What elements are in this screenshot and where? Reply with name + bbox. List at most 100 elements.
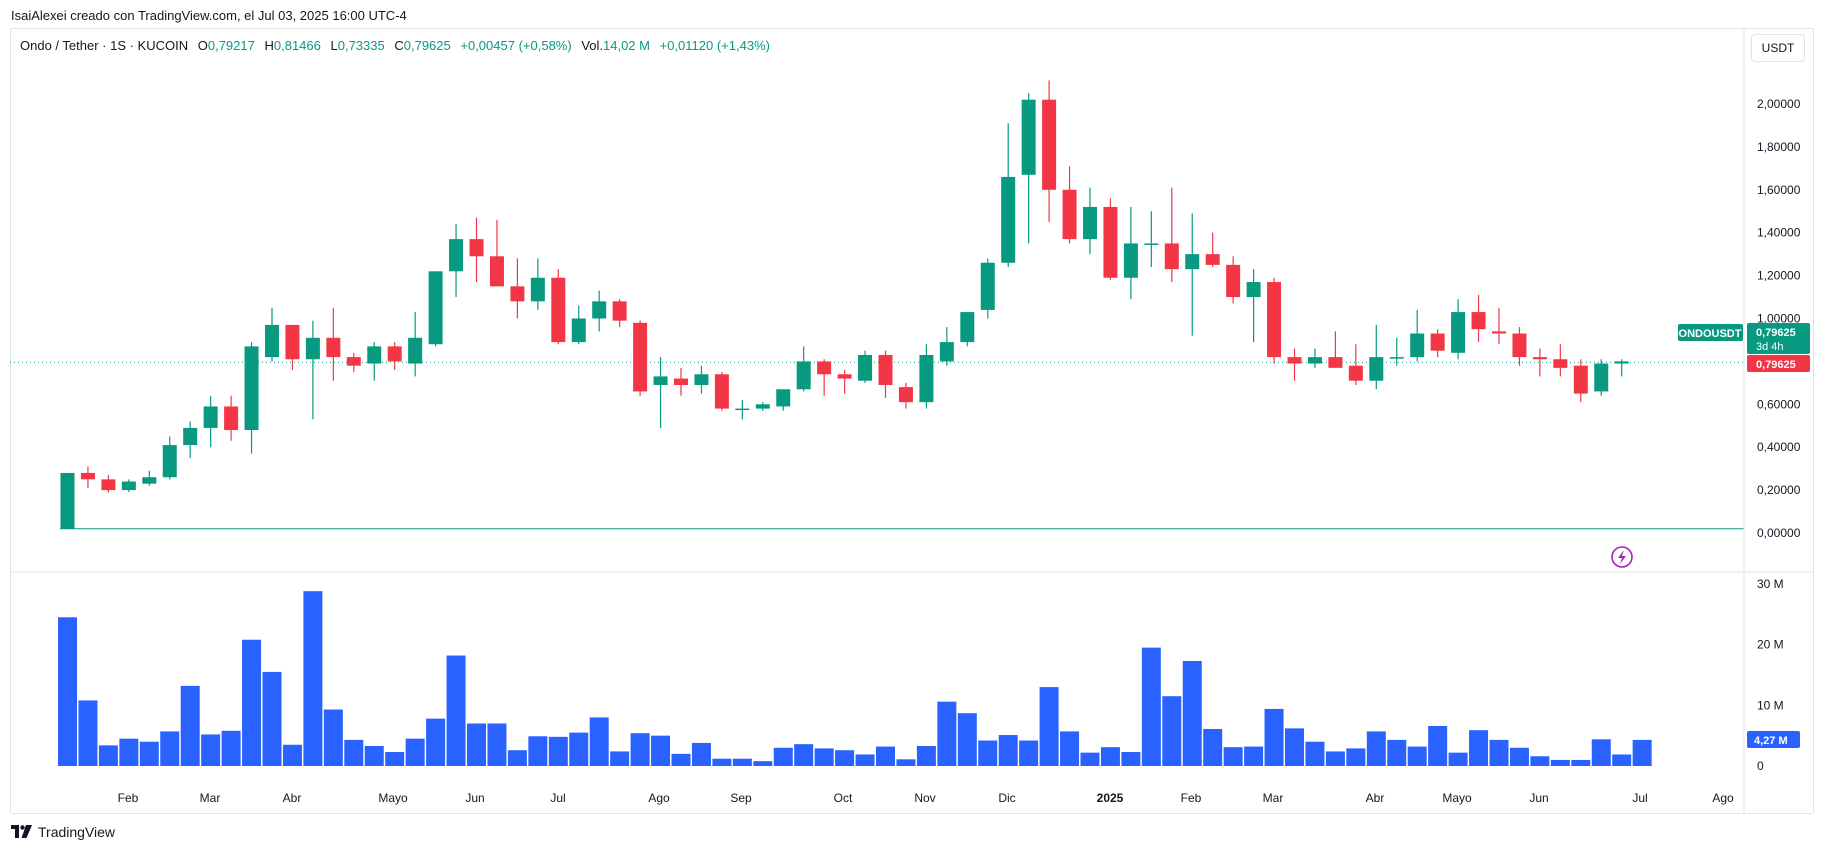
brand-label: TradingView bbox=[38, 824, 116, 840]
candle-body bbox=[60, 472, 75, 529]
candle-body bbox=[1512, 333, 1527, 358]
volume-bar bbox=[794, 744, 814, 766]
time-tick-label: Ago bbox=[1712, 791, 1734, 805]
volume-bar bbox=[323, 709, 343, 766]
candle-body bbox=[1389, 357, 1404, 359]
candle-body bbox=[1083, 206, 1097, 240]
volume-bar bbox=[896, 759, 916, 766]
volume-value: 14,02 M bbox=[603, 38, 650, 53]
ticker-badge bbox=[1678, 324, 1743, 341]
time-tick-label: 2025 bbox=[1097, 791, 1124, 805]
price-pane bbox=[10, 80, 1744, 530]
volume-current-value: 4,27 M bbox=[1754, 735, 1788, 747]
volume-bar bbox=[1407, 746, 1427, 766]
volume-bar bbox=[1223, 747, 1243, 766]
candle-body bbox=[1553, 359, 1568, 368]
candle-body bbox=[1307, 357, 1322, 364]
candle-body bbox=[653, 376, 668, 385]
volume-bar bbox=[978, 740, 998, 766]
candle-body bbox=[162, 445, 177, 478]
candle-body bbox=[919, 354, 934, 403]
volume-bar bbox=[487, 723, 507, 766]
volume-bar bbox=[1509, 747, 1529, 766]
candle-body bbox=[735, 408, 750, 411]
candle-body bbox=[530, 277, 545, 302]
time-tick-label: Feb bbox=[1181, 791, 1202, 805]
time-tick-label: Mayo bbox=[1442, 791, 1472, 805]
candle-body bbox=[1205, 254, 1220, 265]
volume-bar bbox=[467, 723, 486, 766]
candle-body bbox=[980, 262, 995, 310]
time-tick-label: Mayo bbox=[378, 791, 408, 805]
ohlc-legend: Ondo / Tether · 1S · KUCOIN O0,79217 H0,… bbox=[20, 38, 770, 53]
candle-body bbox=[694, 374, 709, 385]
candle-body bbox=[387, 346, 402, 362]
candle-body bbox=[1532, 357, 1547, 360]
time-tick-label: Abr bbox=[1366, 791, 1385, 805]
last-price-badge bbox=[1747, 323, 1810, 354]
price-tick-label: 0,60000 bbox=[1757, 397, 1801, 411]
candle-body bbox=[755, 404, 770, 409]
candle-body bbox=[1573, 365, 1588, 394]
chart-credit: IsaiAlexei creado con TradingView.com, e… bbox=[11, 8, 407, 23]
volume-pane bbox=[58, 591, 1652, 766]
volume-bar bbox=[344, 739, 364, 766]
volume-label: Vol. bbox=[581, 38, 603, 53]
change-value: +0,00457 (+0,58%) bbox=[460, 38, 572, 53]
volume-bar bbox=[262, 671, 282, 766]
candle-body bbox=[1287, 357, 1302, 364]
candle-body bbox=[1471, 312, 1486, 330]
volume-bar bbox=[1039, 687, 1059, 766]
candle-body bbox=[1369, 357, 1384, 381]
volume-tick-label: 20 M bbox=[1757, 638, 1784, 652]
time-tick-label: Jun bbox=[465, 791, 484, 805]
candle-body bbox=[265, 324, 279, 358]
volume-bar bbox=[1019, 740, 1039, 766]
candle-body bbox=[80, 472, 95, 480]
candle-body bbox=[612, 301, 627, 321]
candle-body bbox=[571, 318, 586, 343]
countdown-label: 3d 4h bbox=[1756, 341, 1784, 353]
candle-body bbox=[837, 374, 852, 379]
candle-body bbox=[469, 239, 484, 257]
volume-tick-label: 30 M bbox=[1757, 577, 1784, 591]
candle-body bbox=[1348, 365, 1363, 381]
volume-bar bbox=[957, 713, 977, 766]
candle-body bbox=[244, 346, 259, 431]
volume-bar bbox=[835, 750, 855, 766]
volume-bar bbox=[732, 758, 752, 766]
volume-bar bbox=[1469, 730, 1489, 766]
candle-body bbox=[796, 361, 811, 390]
price-tick-label: 1,20000 bbox=[1757, 269, 1801, 283]
volume-bar bbox=[630, 733, 650, 766]
price-tick-label: 1,40000 bbox=[1757, 226, 1801, 240]
symbol-title[interactable]: Ondo / Tether · 1S · KUCOIN bbox=[20, 38, 189, 53]
time-tick-label: Mar bbox=[1263, 791, 1284, 805]
volume-bar bbox=[876, 746, 895, 766]
time-tick-label: Jun bbox=[1529, 791, 1548, 805]
candle-body bbox=[121, 481, 136, 491]
tradingview-brand[interactable]: TradingView bbox=[11, 824, 115, 840]
volume-bar bbox=[385, 752, 405, 766]
candle-body bbox=[1430, 333, 1445, 351]
lightning-icon[interactable] bbox=[1611, 546, 1633, 568]
volume-bar bbox=[1448, 752, 1468, 766]
candle-body bbox=[142, 477, 157, 484]
price-tick-label: 0,40000 bbox=[1757, 440, 1801, 454]
volume-bar bbox=[201, 734, 221, 766]
ticker-badge-label: ONDOUSDT bbox=[1679, 328, 1742, 340]
candle-body bbox=[1185, 254, 1200, 270]
currency-button[interactable]: USDT bbox=[1751, 34, 1805, 62]
candle-body bbox=[408, 337, 423, 364]
candle-body bbox=[1123, 243, 1138, 278]
candle-body bbox=[1042, 99, 1057, 190]
candle-body bbox=[1451, 312, 1466, 353]
volume-bar bbox=[528, 736, 548, 766]
candle-body bbox=[428, 271, 443, 345]
price-badge-red bbox=[1747, 355, 1810, 372]
tradingview-logo-icon bbox=[11, 825, 32, 838]
candle-body bbox=[633, 322, 648, 392]
candle-body bbox=[1062, 189, 1077, 240]
candle-body bbox=[1021, 99, 1036, 175]
